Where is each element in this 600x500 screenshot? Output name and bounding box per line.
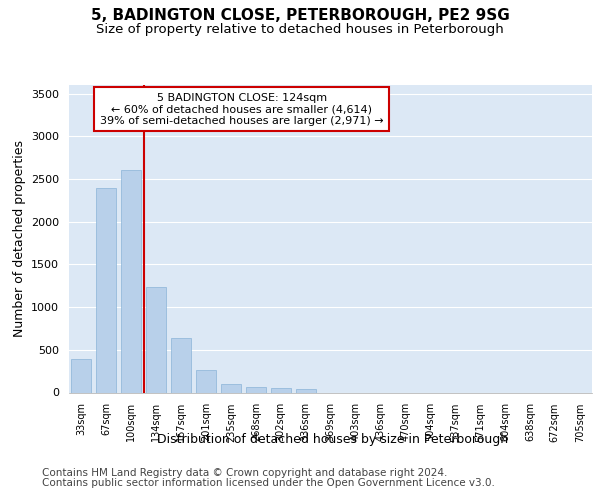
Bar: [97, 188, 116, 392]
Bar: [271, 388, 291, 392]
Text: Contains public sector information licensed under the Open Government Licence v3: Contains public sector information licen…: [42, 478, 495, 488]
Text: 5 BADINGTON CLOSE: 124sqm
← 60% of detached houses are smaller (4,614)
39% of se: 5 BADINGTON CLOSE: 124sqm ← 60% of detac…: [100, 92, 383, 126]
Bar: [296, 389, 316, 392]
Bar: [196, 370, 216, 392]
Text: Contains HM Land Registry data © Crown copyright and database right 2024.: Contains HM Land Registry data © Crown c…: [42, 468, 448, 477]
Text: Distribution of detached houses by size in Peterborough: Distribution of detached houses by size …: [157, 432, 509, 446]
Bar: [146, 286, 166, 393]
Bar: [171, 338, 191, 392]
Text: Size of property relative to detached houses in Peterborough: Size of property relative to detached ho…: [96, 22, 504, 36]
Bar: [246, 388, 266, 392]
Text: 5, BADINGTON CLOSE, PETERBOROUGH, PE2 9SG: 5, BADINGTON CLOSE, PETERBOROUGH, PE2 9S…: [91, 8, 509, 22]
Bar: [121, 170, 141, 392]
Y-axis label: Number of detached properties: Number of detached properties: [13, 140, 26, 337]
Bar: [221, 384, 241, 392]
Bar: [71, 359, 91, 392]
